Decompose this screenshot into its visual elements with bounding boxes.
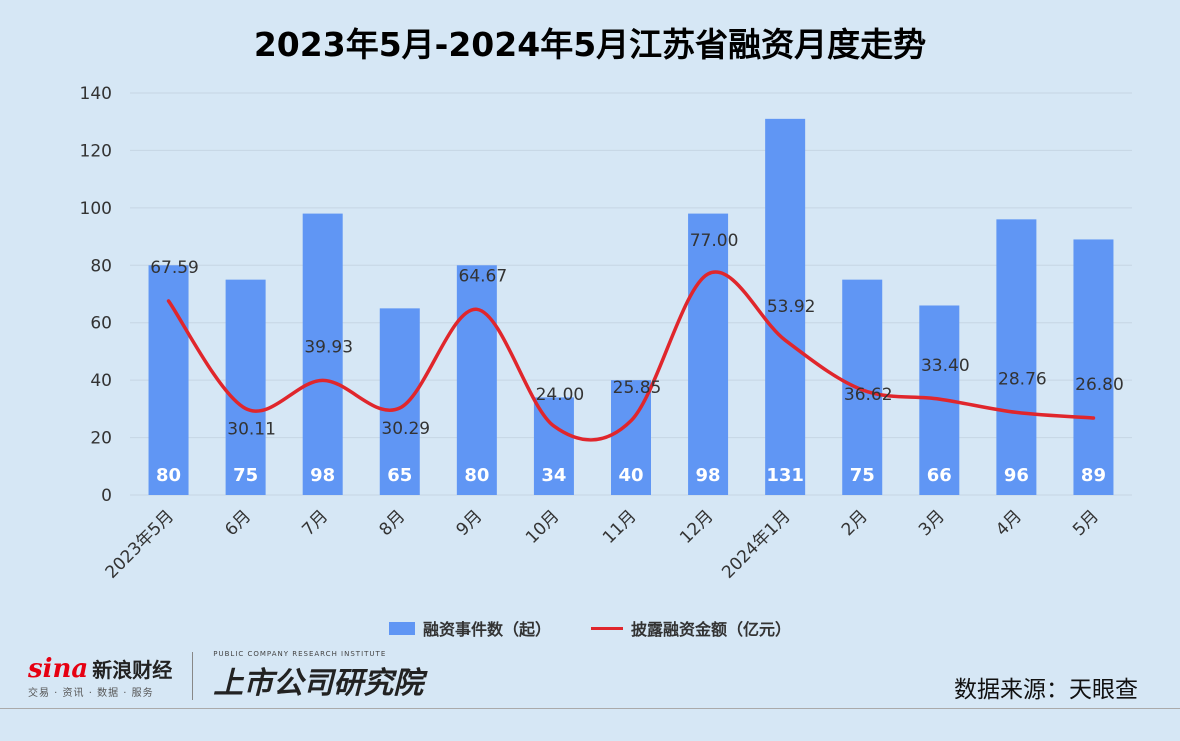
legend-swatch-line: [591, 626, 623, 630]
legend: 融资事件数（起） 披露融资金额（亿元）: [0, 616, 1180, 640]
bar-value-label: 80: [156, 465, 181, 486]
bar: [225, 279, 266, 495]
x-tick-label: 7月: [298, 506, 332, 540]
line-value-label: 25.85: [613, 378, 662, 398]
y-tick-label: 80: [90, 256, 112, 276]
x-tick-label: 2023年5月: [102, 506, 178, 582]
bar-value-label: 89: [1081, 465, 1106, 486]
bar: [379, 308, 420, 495]
institute-cn: 上市公司研究院: [213, 666, 424, 701]
bar-value-label: 40: [618, 465, 643, 486]
legend-swatch-bar: [388, 621, 415, 635]
legend-item-bar: 融资事件数（起）: [388, 616, 551, 640]
line-value-label: 39.93: [304, 337, 353, 357]
line-value-label: 64.67: [459, 266, 508, 286]
sina-finance-text: 新浪财经: [92, 657, 173, 682]
x-tick-label: 2月: [838, 506, 872, 540]
y-tick-label: 100: [80, 199, 112, 219]
y-tick-label: 120: [80, 141, 112, 161]
bar: [302, 213, 343, 495]
y-tick-label: 0: [101, 486, 112, 506]
sina-word: sina: [28, 653, 89, 684]
bar: [996, 219, 1037, 496]
bar-value-label: 98: [310, 465, 335, 486]
line-value-label: 28.76: [998, 369, 1047, 389]
y-tick-label: 40: [90, 371, 112, 391]
bar-value-label: 75: [850, 465, 875, 486]
bottom-rule: [0, 708, 1180, 709]
institute-en: PUBLIC COMPANY RESEARCH INSTITUTE: [213, 650, 387, 658]
bar-value-label: 131: [766, 465, 804, 486]
x-tick-label: 12月: [676, 506, 717, 547]
x-tick-label: 6月: [221, 506, 255, 540]
bar-value-label: 75: [233, 465, 258, 486]
line-value-label: 30.11: [227, 420, 276, 440]
bar-value-label: 66: [927, 465, 952, 486]
bar: [765, 118, 806, 495]
x-tick-label: 3月: [915, 506, 949, 540]
bar-value-label: 65: [387, 465, 412, 486]
bar: [842, 279, 883, 495]
institute-logo: PUBLIC COMPANY RESEARCH INSTITUTE 上市公司研究…: [213, 650, 423, 702]
sina-subtitle: 交易 · 资讯 · 数据 · 服务: [28, 687, 154, 699]
bar: [1073, 239, 1114, 495]
line-value-label: 36.62: [844, 385, 893, 405]
x-tick-label: 8月: [375, 506, 409, 540]
data-source: 数据来源：天眼查: [954, 677, 1138, 703]
sina-logo: sina 新浪财经 交易 · 资讯 · 数据 · 服务: [28, 654, 172, 699]
line-value-label: 53.92: [767, 297, 816, 317]
line-value-label: 67.59: [150, 258, 199, 278]
footer-logo: sina 新浪财经 交易 · 资讯 · 数据 · 服务 PUBLIC COMPA…: [28, 650, 423, 702]
line-value-label: 30.29: [381, 419, 430, 439]
combo-chart: 0 20 40 60 80 100 120 140 80 75 98 65 80 34 40 98 131 75 6…: [80, 84, 1132, 583]
legend-label-line: 披露融资金额（亿元）: [631, 620, 792, 639]
line-value-label: 77.00: [690, 231, 739, 251]
y-tick-label: 20: [90, 429, 112, 449]
amount-line: [166, 270, 1096, 442]
legend-label-bar: 融资事件数（起）: [422, 620, 551, 639]
x-tick-label: 5月: [1069, 506, 1103, 540]
bar-value-label: 96: [1004, 465, 1029, 486]
bar: [533, 397, 574, 495]
chart-title: 2023年5月-2024年5月江苏省融资月度走势: [253, 25, 927, 64]
y-tick-label: 60: [90, 314, 112, 334]
bar-value-label: 34: [541, 465, 566, 486]
x-tick-label: 10月: [522, 506, 563, 547]
logo-divider: [192, 652, 194, 700]
x-tick-label: 11月: [599, 506, 640, 547]
line-value-label: 26.80: [1075, 375, 1124, 395]
line-value-label: 24.00: [536, 385, 585, 405]
bar-value-label: 80: [464, 465, 489, 486]
x-tick-label: 9月: [453, 506, 487, 540]
bar-value-label: 98: [696, 465, 721, 486]
bar: [688, 213, 729, 495]
legend-item-line: 披露融资金额（亿元）: [591, 616, 791, 640]
y-tick-label: 140: [80, 84, 112, 104]
line-value-label: 33.40: [921, 356, 970, 376]
bar: [456, 265, 497, 495]
x-tick-label: 4月: [992, 506, 1026, 540]
x-tick-label: 2024年1月: [718, 506, 794, 582]
